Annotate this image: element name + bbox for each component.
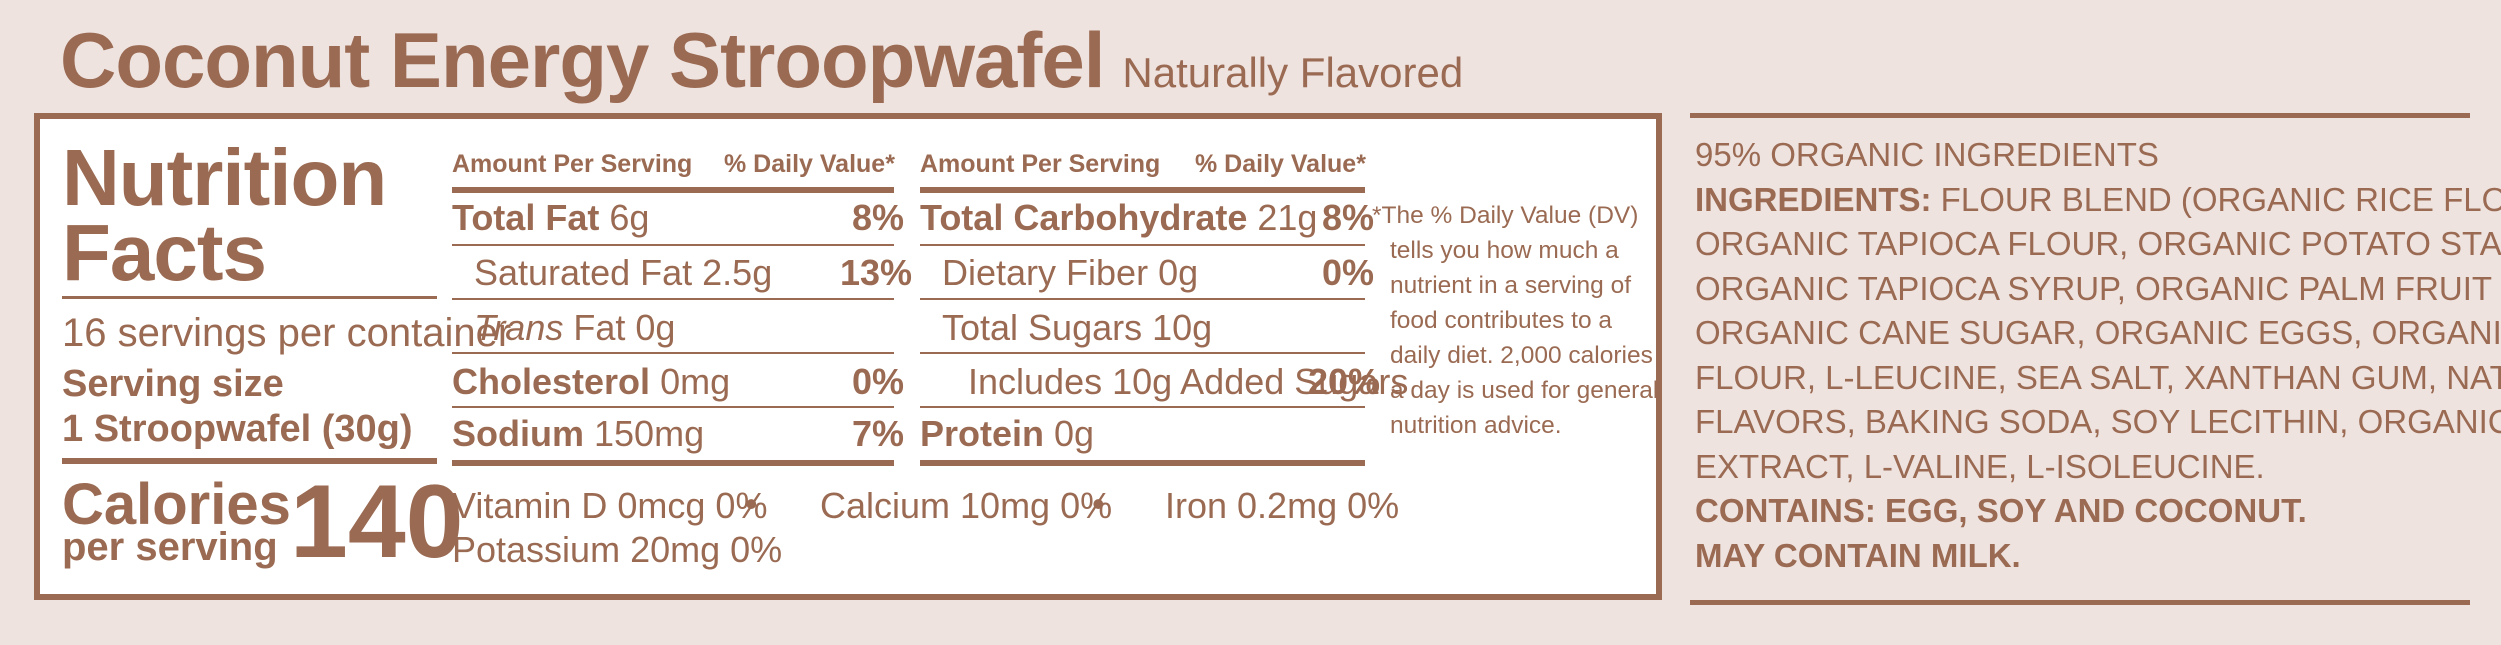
footnote-line: tells you how much a [1390,237,1619,264]
bullet-separator: • [1092,483,1105,524]
divider-thick [920,460,1365,466]
calories-label: Calories [62,472,291,537]
allergen-may-contain: MAY CONTAIN MILK. [1695,536,2021,574]
ingredients-line: FLOUR, L-LEUCINE, SEA SALT, XANTHAN GUM,… [1695,358,2501,396]
footnote-line: nutrient in a serving of [1390,272,1632,299]
divider [62,296,437,299]
footnote-line: a day is used for general [1390,377,1659,404]
nutrition-facts-heading: Nutrition Facts [62,133,387,297]
divider [452,352,894,354]
serving-size-value: 1 Stroopwafel (30g) [62,408,413,450]
allergen-contains: CONTAINS: EGG, SOY AND COCONUT. [1695,492,2307,529]
footnote-line: nutrition advice. [1390,412,1562,439]
servings-per-container: 16 servings per container [62,311,512,355]
ingredients-line: INGREDIENTS: FLOUR BLEND (ORGANIC RICE F… [1695,180,2501,218]
col-header-amount: Amount Per Serving [920,150,1161,178]
ingredients-bottom-rule [1690,600,2470,605]
potassium: Potassium 20mg 0% [452,529,783,570]
ingredients-line: EXTRACT, L-VALINE, L-ISOLEUCINE. [1695,447,2265,485]
divider [920,352,1365,354]
col-header-dv: % Daily Value* [1195,150,1366,178]
nutrient-dv: 20% [1308,361,1381,402]
nutrient-row: Includes 10g Added Sugars [968,361,1409,402]
ingredients-label: INGREDIENTS: [1695,180,1932,218]
ingredients-line: ORGANIC TAPIOCA FLOUR, ORGANIC POTATO ST… [1695,225,2501,262]
footnote-line: daily diet. 2,000 calories [1390,342,1653,369]
ingredients-top-rule [1690,113,2470,118]
nutrient-row: Cholesterol 0mg [452,361,731,402]
daily-value-footnote: *The % Daily Value (DV) tells you how mu… [1372,198,1672,443]
per-serving-label: per serving [62,525,278,569]
footnote-line: food contributes to a [1390,307,1613,334]
col-header-amount: Amount Per Serving [452,150,693,178]
nutrient-dv: 8% [1322,197,1375,238]
divider [920,406,1365,408]
nutrient-row: Total Carbohydrate 21g [920,197,1318,238]
product-title: Coconut Energy Stroopwafel Naturally Flav… [60,10,1463,123]
divider [920,244,1365,246]
iron: Iron 0.2mg 0% [1165,485,1400,526]
product-name: Coconut Energy Stroopwafel [60,16,1105,104]
nutrition-facts-panel [34,113,1662,600]
nutrient-dv: 13% [840,252,913,293]
calories-value: 140 [290,464,464,580]
nutrient-row: Sodium 150mg [452,413,705,454]
ingredients-line: ORGANIC CANE SUGAR, ORGANIC EGGS, ORGANI… [1695,314,2501,351]
heading-line-1: Nutrition [62,133,387,222]
divider-thick [452,460,894,466]
divider [452,244,894,246]
vitamin-d: Vitamin D 0mcg 0% [452,485,768,526]
nutrient-row: Total Fat 6g [452,197,650,238]
col-header-dv: % Daily Value* [724,150,895,178]
nutrient-row: Total Sugars 10g [942,307,1213,348]
divider-thick [452,187,894,193]
nutrient-dv: 0% [852,361,905,402]
heading-line-2: Facts [62,208,267,297]
nutrient-dv: 8% [852,197,905,238]
divider [452,406,894,408]
ingredients-line: FLAVORS, BAKING SODA, SOY LECITHIN, ORGA… [1695,403,2501,440]
divider [920,298,1365,300]
divider [452,298,894,300]
divider-thick [920,187,1365,193]
nutrient-row: Trans Fat 0g [474,307,676,348]
serving-size-label: Serving size [62,363,284,405]
product-subtitle: Naturally Flavored [1122,49,1464,96]
ingredients-line: ORGANIC TAPIOCA SYRUP, ORGANIC PALM FRUI… [1695,269,2501,307]
nutrient-row: Dietary Fiber 0g [942,252,1199,293]
footnote-line: *The % Daily Value (DV) [1372,202,1639,229]
organic-percentage: 95% ORGANIC INGREDIENTS [1695,136,2159,173]
nutrient-row: Protein 0g [920,413,1095,454]
nutrient-row: Saturated Fat 2.5g [474,252,773,293]
divider-thick [62,458,437,464]
calcium: Calcium 10mg 0% [820,485,1113,526]
ingredients-block: 95% ORGANIC INGREDIENTS INGREDIENTS: FLO… [1695,133,2501,578]
nutrient-dv: 0% [1322,252,1375,293]
nutrient-dv: 7% [852,413,905,454]
bullet-separator: • [745,483,758,524]
